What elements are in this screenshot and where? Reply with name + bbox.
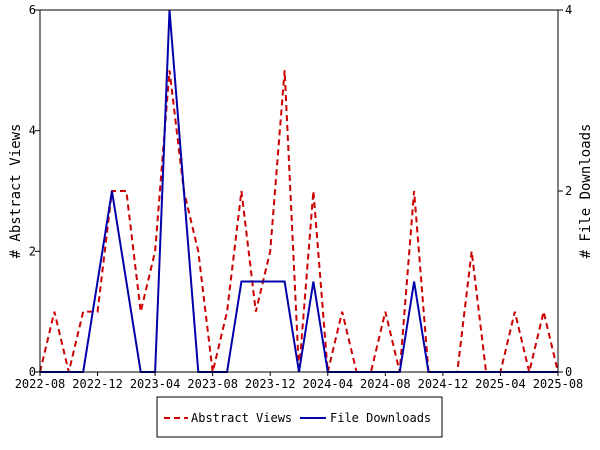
x-tick-label: 2024-12 <box>418 377 469 391</box>
legend-box <box>156 396 443 438</box>
y-left-tick-label: 2 <box>29 244 36 258</box>
legend-label-file-downloads: File Downloads <box>330 411 431 425</box>
y-right-tick-label: 0 <box>565 365 572 379</box>
x-tick-label: 2022-08 <box>15 377 66 391</box>
axes: 2022-08 2022-12 2023-04 2023-08 2023-12 2024-… <box>15 3 584 391</box>
y-right-tick-label: 4 <box>565 3 572 17</box>
x-tick-label: 2022-12 <box>72 377 123 391</box>
legend: Abstract Views File Downloads <box>156 396 443 438</box>
x-tick-label: 2025-08 <box>533 377 584 391</box>
x-tick-label: 2025-04 <box>475 377 526 391</box>
legend-label-abstract-views: Abstract Views <box>191 411 292 425</box>
y-axis-right-title: # File Downloads <box>578 124 594 259</box>
x-tick-label: 2024-04 <box>302 377 353 391</box>
x-tick-label: 2024-08 <box>360 377 411 391</box>
y-axis-left-title: # Abstract Views <box>8 124 24 259</box>
y-right-tick-label: 2 <box>565 184 572 198</box>
plot-area <box>39 9 559 373</box>
y-left-tick-label: 6 <box>29 3 36 17</box>
y-left-tick-label: 4 <box>29 124 36 138</box>
x-tick-label: 2023-04 <box>130 377 181 391</box>
y-left-tick-label: 0 <box>29 365 36 379</box>
x-tick-label: 2023-08 <box>187 377 238 391</box>
x-tick-label: 2023-12 <box>245 377 296 391</box>
